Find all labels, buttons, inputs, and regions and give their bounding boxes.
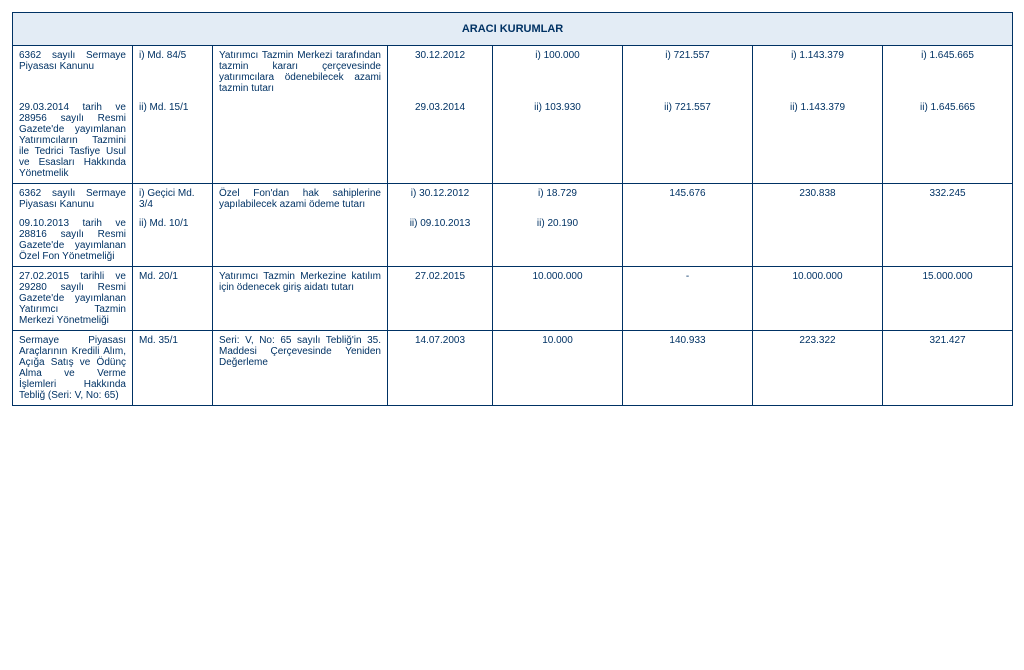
- table-row: 27.02.2015 tarihli ve 29280 sayılı Resmi…: [13, 267, 1013, 331]
- cell-regulation: 27.02.2015 tarihli ve 29280 sayılı Resmi…: [13, 267, 133, 331]
- cell-val3: ii) 1.143.379: [753, 98, 883, 184]
- table-row: 09.10.2013 tarih ve 28816 sayılı Resmi G…: [13, 214, 1013, 267]
- cell-val4: 321.427: [883, 331, 1013, 406]
- cell-val3: 10.000.000: [753, 267, 883, 331]
- cell-article: i) Md. 84/5: [133, 46, 213, 99]
- cell-val4: [883, 214, 1013, 267]
- cell-regulation: 6362 sayılı Sermaye Piyasası Kanunu: [13, 184, 133, 215]
- cell-val2: i) 721.557: [623, 46, 753, 99]
- cell-regulation: Sermaye Piyasası Araçlarının Kredili Alı…: [13, 331, 133, 406]
- cell-date: 30.12.2012: [388, 46, 493, 99]
- cell-description: [213, 98, 388, 184]
- cell-description: Yatırımcı Tazmin Merkezi tarafından tazm…: [213, 46, 388, 99]
- cell-article: ii) Md. 15/1: [133, 98, 213, 184]
- table-row: 6362 sayılı Sermaye Piyasası Kanunu i) G…: [13, 184, 1013, 215]
- cell-val3: [753, 214, 883, 267]
- table-header: ARACI KURUMLAR: [13, 13, 1013, 46]
- table-row: 6362 sayılı Sermaye Piyasası Kanunu i) M…: [13, 46, 1013, 99]
- cell-regulation: 29.03.2014 tarih ve 28956 sayılı Resmi G…: [13, 98, 133, 184]
- cell-description: Yatırımcı Tazmin Merkezine katılım için …: [213, 267, 388, 331]
- cell-val3: 230.838: [753, 184, 883, 215]
- cell-val1: ii) 103.930: [493, 98, 623, 184]
- cell-val1: 10.000.000: [493, 267, 623, 331]
- cell-val1: i) 18.729: [493, 184, 623, 215]
- cell-description: [213, 214, 388, 267]
- cell-regulation: 6362 sayılı Sermaye Piyasası Kanunu: [13, 46, 133, 99]
- cell-date: 14.07.2003: [388, 331, 493, 406]
- cell-val2: ii) 721.557: [623, 98, 753, 184]
- regulation-table: ARACI KURUMLAR 6362 sayılı Sermaye Piyas…: [12, 12, 1013, 406]
- table-header-row: ARACI KURUMLAR: [13, 13, 1013, 46]
- cell-date: 27.02.2015: [388, 267, 493, 331]
- cell-val3: 223.322: [753, 331, 883, 406]
- cell-article: ii) Md. 10/1: [133, 214, 213, 267]
- cell-val4: ii) 1.645.665: [883, 98, 1013, 184]
- cell-regulation: 09.10.2013 tarih ve 28816 sayılı Resmi G…: [13, 214, 133, 267]
- cell-val3: i) 1.143.379: [753, 46, 883, 99]
- cell-article: Md. 20/1: [133, 267, 213, 331]
- table-row: Sermaye Piyasası Araçlarının Kredili Alı…: [13, 331, 1013, 406]
- cell-val4: i) 1.645.665: [883, 46, 1013, 99]
- cell-article: Md. 35/1: [133, 331, 213, 406]
- cell-val1: 10.000: [493, 331, 623, 406]
- cell-val1: i) 100.000: [493, 46, 623, 99]
- cell-val2: [623, 214, 753, 267]
- cell-val2: 145.676: [623, 184, 753, 215]
- cell-val2: 140.933: [623, 331, 753, 406]
- cell-val2: -: [623, 267, 753, 331]
- table-row: 29.03.2014 tarih ve 28956 sayılı Resmi G…: [13, 98, 1013, 184]
- cell-val1: ii) 20.190: [493, 214, 623, 267]
- cell-date: 29.03.2014: [388, 98, 493, 184]
- cell-article: i) Geçici Md. 3/4: [133, 184, 213, 215]
- cell-description: Özel Fon'dan hak sahiplerine yapılabilec…: [213, 184, 388, 215]
- cell-date: ii) 09.10.2013: [388, 214, 493, 267]
- cell-description: Seri: V, No: 65 sayılı Tebliğ'in 35. Mad…: [213, 331, 388, 406]
- cell-val4: 332.245: [883, 184, 1013, 215]
- cell-date: i) 30.12.2012: [388, 184, 493, 215]
- cell-val4: 15.000.000: [883, 267, 1013, 331]
